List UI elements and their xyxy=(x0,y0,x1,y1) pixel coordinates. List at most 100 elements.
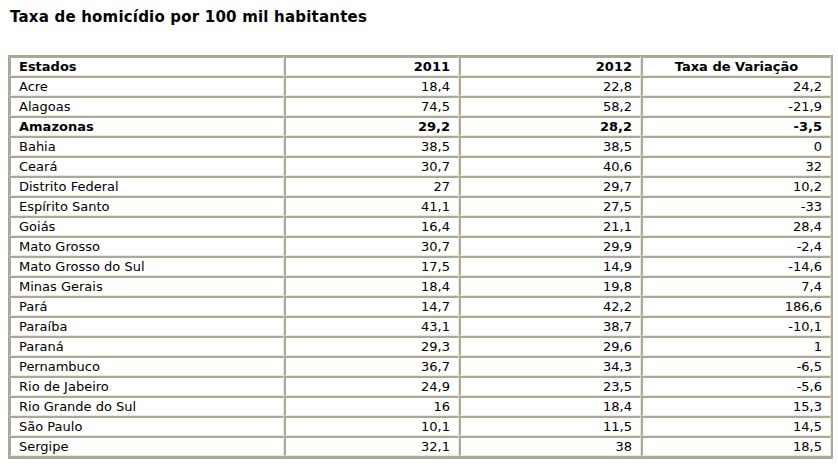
cell-estado: Pará xyxy=(9,296,284,316)
cell-2012: 29,9 xyxy=(459,236,641,256)
cell-variacao: 24,2 xyxy=(641,76,831,96)
table-row: Paraíba43,138,7-10,1 xyxy=(9,316,831,336)
cell-2012: 11,5 xyxy=(459,416,641,436)
cell-variacao: 18,5 xyxy=(641,436,831,456)
table-row: São Paulo10,111,514,5 xyxy=(9,416,831,436)
cell-variacao: 0 xyxy=(641,136,831,156)
table-body: Acre18,422,824,2Alagoas74,558,2-21,9Amaz… xyxy=(9,76,831,456)
cell-estado: Ceará xyxy=(9,156,284,176)
table-row: Acre18,422,824,2 xyxy=(9,76,831,96)
table-row: Minas Gerais18,419,87,4 xyxy=(9,276,831,296)
cell-2011: 32,1 xyxy=(284,436,459,456)
table-row: Espírito Santo41,127,5-33 xyxy=(9,196,831,216)
table-row: Paraná29,329,61 xyxy=(9,336,831,356)
cell-variacao: -3,5 xyxy=(641,116,831,136)
cell-2012: 58,2 xyxy=(459,96,641,116)
table-header: Estados 2011 2012 Taxa de Variação xyxy=(9,56,831,76)
cell-variacao: 186,6 xyxy=(641,296,831,316)
cell-2012: 18,4 xyxy=(459,396,641,416)
cell-variacao: -6,5 xyxy=(641,356,831,376)
cell-2012: 22,8 xyxy=(459,76,641,96)
cell-2011: 16,4 xyxy=(284,216,459,236)
cell-2011: 74,5 xyxy=(284,96,459,116)
cell-variacao: 10,2 xyxy=(641,176,831,196)
cell-variacao: 28,4 xyxy=(641,216,831,236)
table-row: Rio de Jabeiro24,923,5-5,6 xyxy=(9,376,831,396)
cell-estado: Paraíba xyxy=(9,316,284,336)
cell-variacao: 1 xyxy=(641,336,831,356)
table-row: Alagoas74,558,2-21,9 xyxy=(9,96,831,116)
cell-estado: Pernambuco xyxy=(9,356,284,376)
cell-2012: 29,7 xyxy=(459,176,641,196)
cell-2011: 38,5 xyxy=(284,136,459,156)
cell-variacao: -2,4 xyxy=(641,236,831,256)
cell-2012: 14,9 xyxy=(459,256,641,276)
table-header-row: Estados 2011 2012 Taxa de Variação xyxy=(9,56,831,76)
cell-2012: 42,2 xyxy=(459,296,641,316)
cell-estado: Minas Gerais xyxy=(9,276,284,296)
cell-2011: 30,7 xyxy=(284,236,459,256)
cell-estado: Acre xyxy=(9,76,284,96)
table-row: Ceará30,740,632 xyxy=(9,156,831,176)
table-row: Bahia38,538,50 xyxy=(9,136,831,156)
table-row: Distrito Federal2729,710,2 xyxy=(9,176,831,196)
cell-2012: 38,5 xyxy=(459,136,641,156)
cell-2012: 27,5 xyxy=(459,196,641,216)
cell-variacao: 7,4 xyxy=(641,276,831,296)
cell-2011: 16 xyxy=(284,396,459,416)
cell-2012: 19,8 xyxy=(459,276,641,296)
cell-estado: Alagoas xyxy=(9,96,284,116)
cell-variacao: -10,1 xyxy=(641,316,831,336)
column-header-estados: Estados xyxy=(9,56,284,76)
homicide-rate-table: Estados 2011 2012 Taxa de Variação Acre1… xyxy=(8,55,833,459)
cell-variacao: 15,3 xyxy=(641,396,831,416)
cell-estado: Goiás xyxy=(9,216,284,236)
table-row: Mato Grosso do Sul17,514,9-14,6 xyxy=(9,256,831,276)
column-header-2012: 2012 xyxy=(459,56,641,76)
cell-estado: Espírito Santo xyxy=(9,196,284,216)
cell-estado: Rio de Jabeiro xyxy=(9,376,284,396)
cell-2012: 34,3 xyxy=(459,356,641,376)
table-row: Sergipe32,13818,5 xyxy=(9,436,831,456)
cell-estado: Sergipe xyxy=(9,436,284,456)
cell-2011: 29,2 xyxy=(284,116,459,136)
cell-estado: Amazonas xyxy=(9,116,284,136)
cell-estado: Paraná xyxy=(9,336,284,356)
cell-2011: 30,7 xyxy=(284,156,459,176)
cell-estado: Rio Grande do Sul xyxy=(9,396,284,416)
cell-2011: 41,1 xyxy=(284,196,459,216)
cell-2012: 38 xyxy=(459,436,641,456)
table-row: Pernambuco36,734,3-6,5 xyxy=(9,356,831,376)
cell-2011: 29,3 xyxy=(284,336,459,356)
cell-2011: 10,1 xyxy=(284,416,459,436)
cell-variacao: -5,6 xyxy=(641,376,831,396)
cell-variacao: -14,6 xyxy=(641,256,831,276)
cell-estado: Bahia xyxy=(9,136,284,156)
cell-estado: Distrito Federal xyxy=(9,176,284,196)
cell-2012: 29,6 xyxy=(459,336,641,356)
cell-2011: 24,9 xyxy=(284,376,459,396)
table-row: Amazonas29,228,2-3,5 xyxy=(9,116,831,136)
cell-variacao: 32 xyxy=(641,156,831,176)
cell-2011: 36,7 xyxy=(284,356,459,376)
cell-2012: 21,1 xyxy=(459,216,641,236)
table-row: Goiás16,421,128,4 xyxy=(9,216,831,236)
cell-estado: Mato Grosso do Sul xyxy=(9,256,284,276)
cell-variacao: -21,9 xyxy=(641,96,831,116)
cell-estado: São Paulo xyxy=(9,416,284,436)
page-title: Taxa de homicídio por 100 mil habitantes xyxy=(10,8,838,26)
cell-2011: 43,1 xyxy=(284,316,459,336)
cell-2011: 27 xyxy=(284,176,459,196)
cell-2012: 40,6 xyxy=(459,156,641,176)
table-row: Mato Grosso30,729,9-2,4 xyxy=(9,236,831,256)
cell-2011: 17,5 xyxy=(284,256,459,276)
page: Taxa de homicídio por 100 mil habitantes… xyxy=(0,0,838,473)
cell-2012: 23,5 xyxy=(459,376,641,396)
cell-variacao: 14,5 xyxy=(641,416,831,436)
table-row: Rio Grande do Sul1618,415,3 xyxy=(9,396,831,416)
cell-2012: 28,2 xyxy=(459,116,641,136)
table-row: Pará14,742,2186,6 xyxy=(9,296,831,316)
column-header-taxa-de-variacao: Taxa de Variação xyxy=(641,56,831,76)
cell-2011: 14,7 xyxy=(284,296,459,316)
cell-variacao: -33 xyxy=(641,196,831,216)
